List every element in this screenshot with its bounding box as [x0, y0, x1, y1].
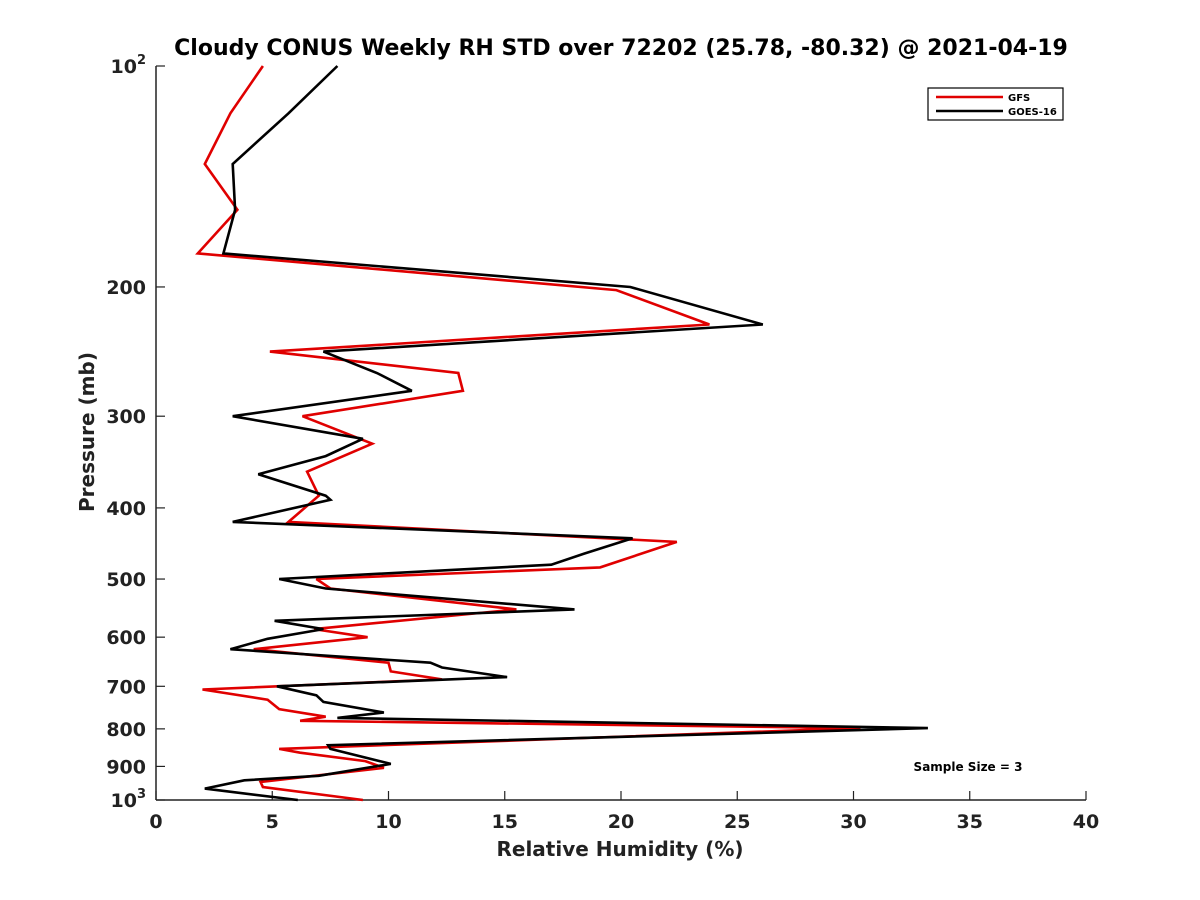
- series-layer: [195, 65, 928, 802]
- x-tick-label: 10: [375, 811, 401, 833]
- y-tick-label: 600: [106, 627, 146, 649]
- y-tick-label: 200: [106, 277, 146, 299]
- x-tick-label: 20: [608, 811, 634, 833]
- y-tick-label: 400: [106, 498, 146, 520]
- y-tick-label: 700: [106, 676, 146, 698]
- x-axis-label: Relative Humidity (%): [496, 837, 743, 861]
- y-tick-label: 102: [111, 53, 147, 78]
- x-tick-label: 30: [840, 811, 866, 833]
- series-line-goes-16: [204, 65, 928, 802]
- axes-layer: 0 5 10 15 20 25 30 35 40 102 200 300 400 500 600 700 800…: [106, 53, 1099, 833]
- x-tick-label: 35: [957, 811, 983, 833]
- y-tick-label: 800: [106, 719, 146, 741]
- y-tick-label: 500: [106, 569, 146, 591]
- legend: GFS GOES-16: [927, 87, 1064, 121]
- x-tick-label: 40: [1073, 811, 1099, 833]
- y-tick-label: 900: [106, 756, 146, 778]
- x-tick-label: 25: [724, 811, 750, 833]
- x-tick-label: 15: [492, 811, 518, 833]
- x-tick-label: 0: [149, 811, 162, 833]
- legend-label-gfs: GFS: [1008, 93, 1030, 104]
- legend-label-goes16: GOES-16: [1008, 107, 1057, 118]
- legend-box: [927, 87, 1064, 121]
- y-tick-label: 300: [106, 406, 146, 428]
- sample-size-annotation: Sample Size = 3: [914, 760, 1023, 774]
- chart-title: Cloudy CONUS Weekly RH STD over 72202 (2…: [174, 36, 1068, 61]
- y-tick-label: 103: [111, 787, 147, 812]
- x-tick-label: 5: [266, 811, 279, 833]
- y-axis-label: Pressure (mb): [75, 352, 99, 512]
